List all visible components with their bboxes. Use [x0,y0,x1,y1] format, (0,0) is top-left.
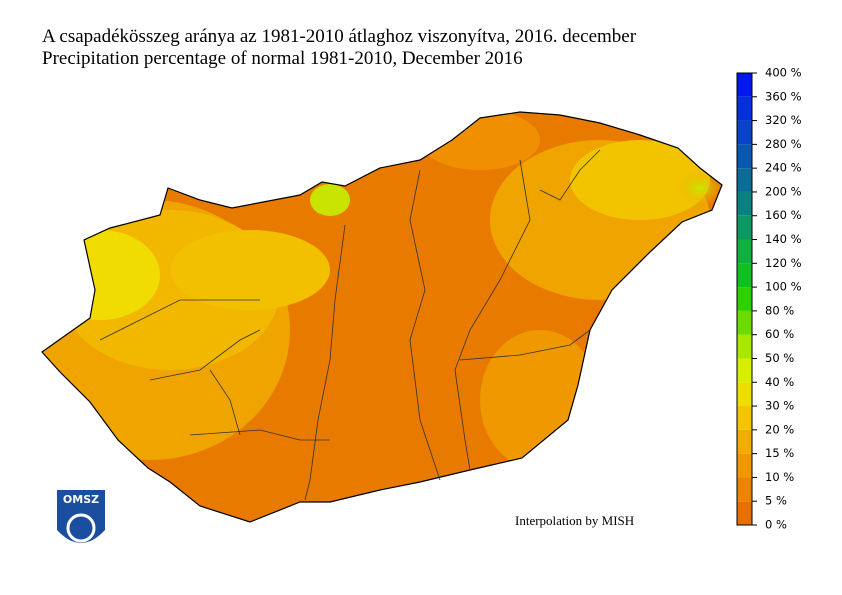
legend-swatch [737,453,752,478]
legend-swatch [737,429,752,454]
legend-swatch [737,144,752,169]
legend-label: 400 % [765,66,802,80]
legend-swatch [737,310,752,335]
legend-label: 320 % [765,113,802,127]
legend-swatch [737,334,752,359]
legend-label: 120 % [765,256,802,270]
legend-label: 10 % [765,470,794,484]
credit: Interpolation by MISH [515,513,634,528]
legend-label: 280 % [765,137,802,151]
legend-frame [736,72,753,526]
legend-label: 0 % [765,518,787,532]
legend-swatch [737,191,752,216]
legend-swatch [737,287,752,311]
legend-label: 240 % [765,161,802,175]
legend-label: 80 % [765,303,794,317]
legend-swatch [737,406,752,430]
legend-label: 160 % [765,208,802,222]
logo: OMSZ [57,490,105,543]
legend-swatch [737,73,752,97]
legend-swatch [737,120,752,145]
legend-swatch [737,382,752,407]
legend-swatch [737,168,752,192]
legend-label: 40 % [765,375,794,389]
legend-label: 30 % [765,399,794,413]
legend-label: 15 % [765,446,794,460]
legend-swatch [737,477,752,502]
legend-label: 100 % [765,280,802,294]
title-hu: A csapadékösszeg aránya az 1981-2010 átl… [42,26,637,47]
title-en: Precipitation percentage of normal 1981-… [42,48,523,69]
legend-label: 200 % [765,184,802,198]
county-borders [99,149,601,501]
legend-swatch [737,215,752,240]
legend: 0 % 5 % 10 % 15 % 20 % 30 % 40 % 50 % 60 % 80 % 10… [736,66,802,532]
legend-label: 140 % [765,232,802,246]
logo-text: OMSZ [63,493,99,506]
map [42,112,722,522]
legend-label: 20 % [765,422,794,436]
legend-label: 5 % [765,494,787,508]
legend-swatch [737,358,752,383]
legend-swatch [737,96,752,121]
legend-swatch [737,239,752,264]
legend-swatch [737,263,752,288]
legend-label: 50 % [765,351,794,365]
legend-swatch [737,501,752,525]
legend-label: 60 % [765,327,794,341]
legend-label: 360 % [765,89,802,103]
